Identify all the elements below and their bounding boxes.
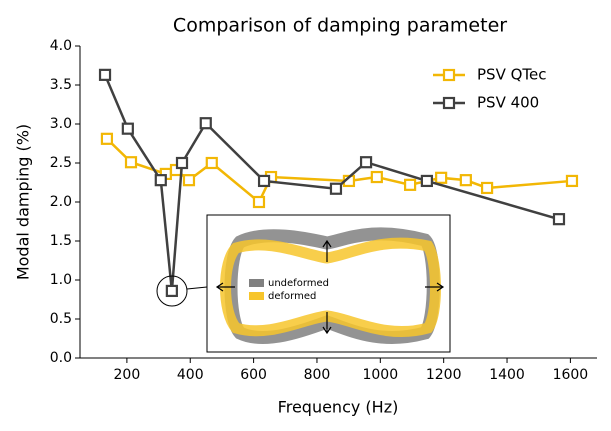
marker — [257, 174, 271, 188]
marker — [165, 284, 178, 298]
x-axis-label: Frequency (Hz) — [278, 398, 399, 417]
x-tick-label: 1000 — [362, 367, 398, 383]
legend-marker — [442, 68, 456, 82]
chart-title: Comparison of damping parameter — [173, 15, 507, 37]
y-tick-label: 1.0 — [50, 272, 72, 288]
marker — [420, 174, 433, 188]
inset-legend-label: undeformed — [268, 278, 329, 289]
marker — [199, 117, 212, 130]
x-tick-label: 1600 — [553, 367, 589, 383]
marker — [205, 156, 218, 170]
marker — [98, 68, 112, 81]
marker — [121, 122, 134, 135]
y-tick-label: 3.0 — [50, 116, 72, 132]
inset-legend-swatch — [249, 292, 264, 300]
y-tick-label: 1.5 — [50, 233, 72, 249]
marker — [182, 174, 196, 187]
marker — [480, 181, 494, 195]
legend-label: PSV 400 — [477, 94, 539, 112]
inset-legend-swatch — [249, 279, 264, 287]
arrows — [215, 239, 445, 335]
y-tick-label: 0.0 — [50, 350, 72, 366]
highlight-circle — [156, 275, 188, 307]
marker — [370, 170, 383, 184]
marker — [124, 156, 138, 169]
marker — [154, 174, 167, 187]
y-tick-label: 4.0 — [50, 38, 72, 54]
inset-legend-label: deformed — [268, 291, 316, 302]
y-tick-label: 0.5 — [50, 311, 72, 327]
y-axis-label: Modal damping (%) — [14, 124, 33, 280]
connector — [186, 286, 208, 290]
y-tick-label: 2.0 — [50, 194, 72, 210]
marker — [359, 156, 373, 169]
y-tick-label: 3.5 — [50, 77, 72, 93]
x-tick-label: 1200 — [426, 367, 462, 383]
marker — [435, 171, 448, 184]
marker — [403, 178, 417, 191]
marker — [552, 213, 566, 226]
annotation — [156, 275, 208, 307]
x-tick-label: 600 — [240, 367, 267, 383]
marker — [565, 174, 579, 188]
legend-label: PSV QTec — [477, 66, 547, 84]
x-tick-label: 800 — [304, 367, 331, 383]
plot-area: 0.0 0.5 1.0 1.5 2.0 2.5 3.0 3.5 4.0 200 400 600 800 1… — [50, 38, 597, 383]
x-tick-label: 1400 — [489, 367, 525, 383]
y-tick-label: 2.5 — [50, 155, 72, 171]
inset: undeformed deformed — [206, 214, 451, 353]
marker — [175, 156, 189, 170]
legend-marker — [442, 96, 456, 110]
marker — [329, 182, 343, 195]
marker — [252, 195, 266, 209]
x-tick-label: 400 — [177, 367, 204, 383]
x-tick-label: 200 — [114, 367, 141, 383]
marker — [459, 174, 472, 187]
marker — [100, 132, 114, 145]
